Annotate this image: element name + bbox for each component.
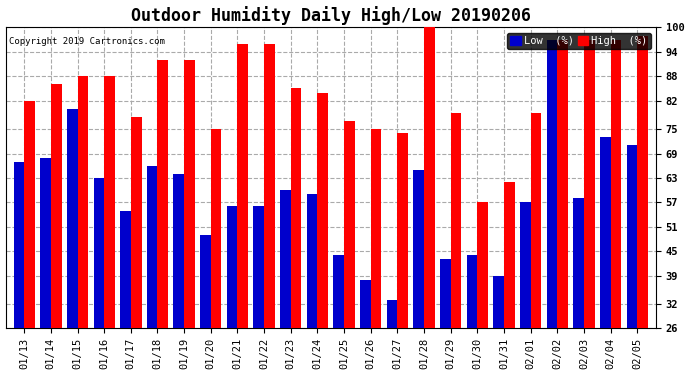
Bar <box>424 27 435 375</box>
Bar <box>51 84 61 375</box>
Bar <box>104 76 115 375</box>
Bar <box>40 158 51 375</box>
Bar <box>546 40 558 375</box>
Bar <box>264 44 275 375</box>
Bar <box>611 40 621 375</box>
Bar <box>280 190 290 375</box>
Bar <box>184 60 195 375</box>
Bar <box>14 162 24 375</box>
Bar <box>317 93 328 375</box>
Bar <box>520 202 531 375</box>
Bar <box>290 88 302 375</box>
Bar <box>573 198 584 375</box>
Bar <box>344 121 355 375</box>
Bar <box>360 280 371 375</box>
Bar <box>253 207 264 375</box>
Legend: Low  (%), High  (%): Low (%), High (%) <box>507 33 651 49</box>
Bar <box>638 36 648 375</box>
Bar <box>584 40 595 375</box>
Bar <box>413 170 424 375</box>
Bar <box>504 182 515 375</box>
Bar <box>531 113 542 375</box>
Bar <box>307 194 317 375</box>
Bar <box>371 129 382 375</box>
Bar <box>627 146 638 375</box>
Bar <box>24 101 35 375</box>
Bar <box>94 178 104 375</box>
Bar <box>131 117 141 375</box>
Title: Outdoor Humidity Daily High/Low 20190206: Outdoor Humidity Daily High/Low 20190206 <box>131 6 531 24</box>
Bar <box>200 235 211 375</box>
Bar <box>558 40 568 375</box>
Bar <box>120 210 131 375</box>
Bar <box>227 207 237 375</box>
Bar <box>237 44 248 375</box>
Bar <box>67 109 77 375</box>
Bar <box>386 300 397 375</box>
Bar <box>77 76 88 375</box>
Bar <box>451 113 462 375</box>
Bar <box>440 260 451 375</box>
Bar <box>493 276 504 375</box>
Bar <box>147 166 157 375</box>
Bar <box>466 255 477 375</box>
Bar <box>157 60 168 375</box>
Text: Copyright 2019 Cartronics.com: Copyright 2019 Cartronics.com <box>9 36 165 45</box>
Bar <box>173 174 184 375</box>
Bar <box>397 133 408 375</box>
Bar <box>477 202 488 375</box>
Bar <box>333 255 344 375</box>
Bar <box>600 137 611 375</box>
Bar <box>211 129 221 375</box>
